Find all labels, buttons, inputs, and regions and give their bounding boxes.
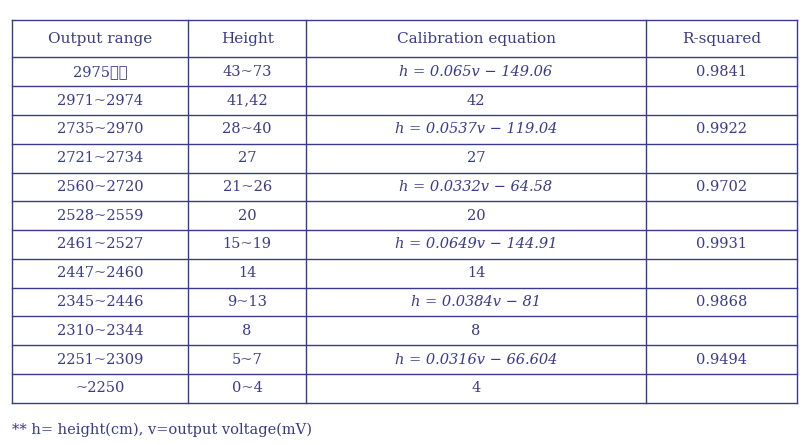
Text: 2975이상: 2975이상 <box>73 65 127 79</box>
Text: 2971~2974: 2971~2974 <box>57 93 143 108</box>
Text: Height: Height <box>221 32 273 46</box>
Text: 2721~2734: 2721~2734 <box>57 151 143 165</box>
Text: 2528~2559: 2528~2559 <box>57 209 143 222</box>
Text: 9~13: 9~13 <box>227 295 267 309</box>
Text: 4: 4 <box>472 381 481 395</box>
Text: 15~19: 15~19 <box>222 238 272 251</box>
Text: ~2250: ~2250 <box>75 381 125 395</box>
Text: 0.9868: 0.9868 <box>696 295 747 309</box>
Text: R-squared: R-squared <box>682 32 760 46</box>
Text: 0.9922: 0.9922 <box>696 122 747 136</box>
Text: 14: 14 <box>467 266 485 280</box>
Text: 2735~2970: 2735~2970 <box>57 122 143 136</box>
Text: 27: 27 <box>238 151 256 165</box>
Text: 2461~2527: 2461~2527 <box>57 238 143 251</box>
Text: h = 0.0537v − 119.04: h = 0.0537v − 119.04 <box>395 122 557 136</box>
Text: h = 0.0332v − 64.58: h = 0.0332v − 64.58 <box>400 180 553 194</box>
Text: 8: 8 <box>243 324 252 338</box>
Text: 27: 27 <box>467 151 485 165</box>
Text: 21~26: 21~26 <box>222 180 272 194</box>
Text: 2560~2720: 2560~2720 <box>57 180 143 194</box>
Text: 0.9494: 0.9494 <box>696 352 747 367</box>
Text: 0.9841: 0.9841 <box>696 65 747 79</box>
Text: ** h= height(cm), v=output voltage(mV): ** h= height(cm), v=output voltage(mV) <box>12 423 312 437</box>
Text: 2447~2460: 2447~2460 <box>57 266 143 280</box>
Text: 20: 20 <box>467 209 485 222</box>
Text: 2345~2446: 2345~2446 <box>57 295 143 309</box>
Text: 0.9931: 0.9931 <box>696 238 747 251</box>
Text: h = 0.0384v − 81: h = 0.0384v − 81 <box>411 295 541 309</box>
Text: h = 0.0649v − 144.91: h = 0.0649v − 144.91 <box>395 238 557 251</box>
Text: 8: 8 <box>472 324 481 338</box>
Text: 5~7: 5~7 <box>231 352 262 367</box>
Text: 42: 42 <box>467 93 485 108</box>
Text: 41,42: 41,42 <box>227 93 268 108</box>
Text: 0.9702: 0.9702 <box>696 180 747 194</box>
Text: 0~4: 0~4 <box>231 381 263 395</box>
Text: 43~73: 43~73 <box>222 65 272 79</box>
Text: 28~40: 28~40 <box>222 122 272 136</box>
Text: 2251~2309: 2251~2309 <box>57 352 143 367</box>
Text: Output range: Output range <box>48 32 152 46</box>
Text: 14: 14 <box>238 266 256 280</box>
Text: 20: 20 <box>238 209 256 222</box>
Text: h = 0.0316v − 66.604: h = 0.0316v − 66.604 <box>395 352 557 367</box>
Text: Calibration equation: Calibration equation <box>396 32 556 46</box>
Text: 2310~2344: 2310~2344 <box>57 324 143 338</box>
Text: h = 0.065v − 149.06: h = 0.065v − 149.06 <box>400 65 553 79</box>
